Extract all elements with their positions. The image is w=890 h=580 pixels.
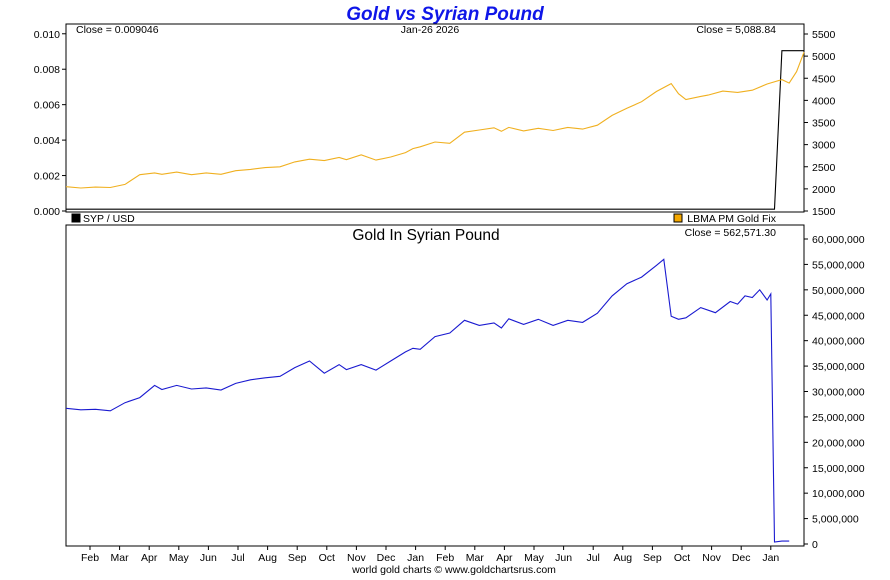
series-line-gold-in-syp <box>65 258 790 543</box>
right-axis-tick-label: 3000 <box>812 140 836 152</box>
right-axis-tick-label: 2500 <box>812 162 836 174</box>
x-axis-month-label: Aug <box>258 552 277 564</box>
right-readout-2: Close = 562,571.30 <box>685 227 777 239</box>
bottom-axis-tick-label: 35,000,000 <box>812 361 865 373</box>
chart-title-2: Gold In Syrian Pound <box>352 227 499 244</box>
left-readout: Close = 0.009046 <box>76 24 159 36</box>
x-axis-month-label: Jun <box>555 552 572 564</box>
x-axis-month-label: May <box>524 552 545 564</box>
bottom-axis-tick-label: 55,000,000 <box>812 259 865 271</box>
x-axis-month-label: Dec <box>732 552 751 564</box>
left-axis-tick-label: 0.002 <box>34 171 60 183</box>
footer-credit: world gold charts © www.goldchartsrus.co… <box>351 564 556 575</box>
x-axis-month-label: Dec <box>377 552 396 564</box>
x-axis-month-label: Feb <box>436 552 454 564</box>
bottom-axis-tick-label: 20,000,000 <box>812 437 865 449</box>
bottom-axis-tick-label: 50,000,000 <box>812 285 865 297</box>
x-axis-month-label: Apr <box>141 552 158 564</box>
x-axis-month-label: May <box>169 552 190 564</box>
x-axis-month-label: Oct <box>319 552 335 564</box>
series-line-syp-usd <box>66 50 804 210</box>
x-axis-month-label: Jan <box>762 552 779 564</box>
bottom-axis-tick-label: 0 <box>812 539 818 551</box>
series-line-gold-fix <box>65 52 805 189</box>
left-axis-tick-label: 0.010 <box>34 29 60 41</box>
right-axis-tick-label: 3500 <box>812 118 836 130</box>
chart-title: Gold vs Syrian Pound <box>346 4 544 25</box>
x-axis-month-label: Jan <box>407 552 424 564</box>
legend-swatch-syp <box>71 213 81 223</box>
right-axis-tick-label: 4000 <box>812 95 836 107</box>
x-axis-month-label: Oct <box>674 552 690 564</box>
x-axis-month-label: Mar <box>466 552 485 564</box>
x-axis-month-label: Mar <box>111 552 130 564</box>
x-axis-month-label: Nov <box>347 552 366 564</box>
left-axis-tick-label: 0.006 <box>34 100 60 112</box>
x-axis-month-label: Jul <box>231 552 244 564</box>
bottom-axis-tick-label: 10,000,000 <box>812 488 865 500</box>
x-axis-month-label: Jul <box>586 552 599 564</box>
legend-swatch-gold <box>673 213 683 223</box>
right-axis-tick-label: 4500 <box>812 73 836 85</box>
bottom-axis-tick-label: 15,000,000 <box>812 463 865 475</box>
date-label: Jan-26 2026 <box>401 24 460 36</box>
right-readout: Close = 5,088.84 <box>696 24 776 36</box>
bottom-axis-tick-label: 40,000,000 <box>812 336 865 348</box>
left-axis-tick-label: 0.000 <box>34 206 60 218</box>
x-axis-month-label: Sep <box>643 552 662 564</box>
bottom-axis-tick-label: 5,000,000 <box>812 514 859 526</box>
x-axis-month-label: Sep <box>288 552 307 564</box>
right-axis-tick-label: 5000 <box>812 51 836 63</box>
bottom-axis-tick-label: 30,000,000 <box>812 387 865 399</box>
legend-label-syp: SYP / USD <box>83 213 135 225</box>
right-axis-tick-label: 2000 <box>812 184 836 196</box>
x-axis-month-label: Nov <box>702 552 721 564</box>
x-axis-month-label: Jun <box>200 552 217 564</box>
bottom-axis-tick-label: 25,000,000 <box>812 412 865 424</box>
x-axis-month-label: Aug <box>613 552 632 564</box>
panel-top-frame <box>65 23 805 213</box>
left-axis-tick-label: 0.008 <box>34 64 60 76</box>
bottom-axis-tick-label: 45,000,000 <box>812 310 865 322</box>
legend-label-gold: LBMA PM Gold Fix <box>687 213 776 225</box>
left-axis-tick-label: 0.004 <box>34 135 60 147</box>
right-axis-tick-label: 5500 <box>812 29 836 41</box>
x-axis-month-label: Feb <box>81 552 99 564</box>
right-axis-tick-label: 1500 <box>812 206 836 218</box>
bottom-axis-tick-label: 60,000,000 <box>812 234 865 246</box>
x-axis-month-label: Apr <box>496 552 513 564</box>
